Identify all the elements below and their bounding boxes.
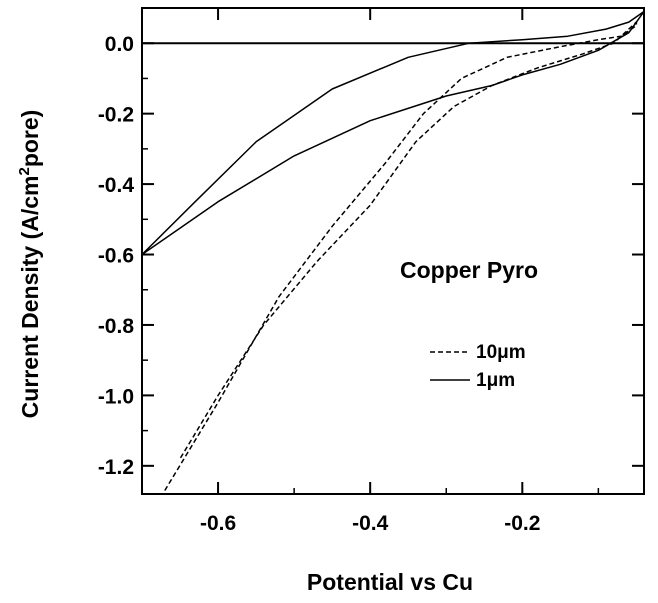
- x-tick-label: -0.4: [352, 512, 389, 535]
- y-axis-title: Current Density (A/cm2pore): [16, 110, 43, 419]
- x-axis-title: Potential vs Cu: [307, 569, 473, 595]
- x-tick-label: -0.6: [200, 512, 236, 535]
- y-axis-title-sup: 2: [16, 167, 33, 175]
- plot-frame: [141, 7, 645, 495]
- y-tick-label: -1.0: [98, 385, 134, 408]
- series-line-1um: [141, 10, 645, 256]
- x-tick-label: -0.2: [504, 512, 540, 535]
- y-axis-title-tail: pore): [17, 110, 43, 168]
- y-tick-label: -1.2: [98, 456, 134, 479]
- y-tick-label: -0.4: [98, 174, 135, 197]
- legend-label-10um: 10μm: [476, 342, 526, 363]
- legend: 10μm 1μm: [430, 342, 526, 391]
- y-tick-label: -0.2: [98, 104, 134, 127]
- y-tick-label: 0.0: [105, 33, 134, 56]
- series-layer: [141, 10, 645, 491]
- plot-area: [141, 7, 645, 495]
- tick-layer: [142, 8, 644, 494]
- y-tick-label: -0.6: [98, 245, 134, 268]
- y-tick-label: -0.8: [98, 315, 135, 338]
- legend-label-1um: 1μm: [476, 370, 515, 391]
- tick-label-layer: -0.6 -0.4 -0.2 0.0 -0.2 -0.4 -0.6 -0.8 -1.0 -1.2: [98, 33, 541, 535]
- annotation-copper-pyro: Copper Pyro: [400, 257, 538, 283]
- y-axis-title-main: Current Density (A/cm: [17, 176, 43, 419]
